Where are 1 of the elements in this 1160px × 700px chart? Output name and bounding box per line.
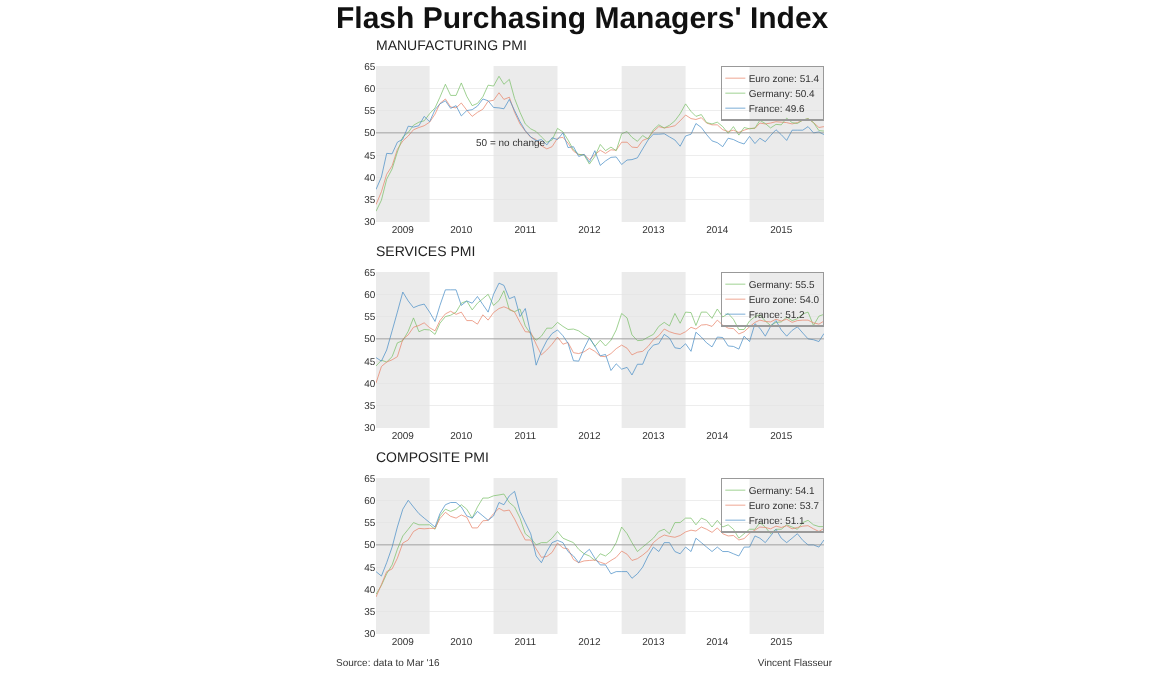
chart-title: Flash Purchasing Managers' Index (336, 0, 831, 38)
